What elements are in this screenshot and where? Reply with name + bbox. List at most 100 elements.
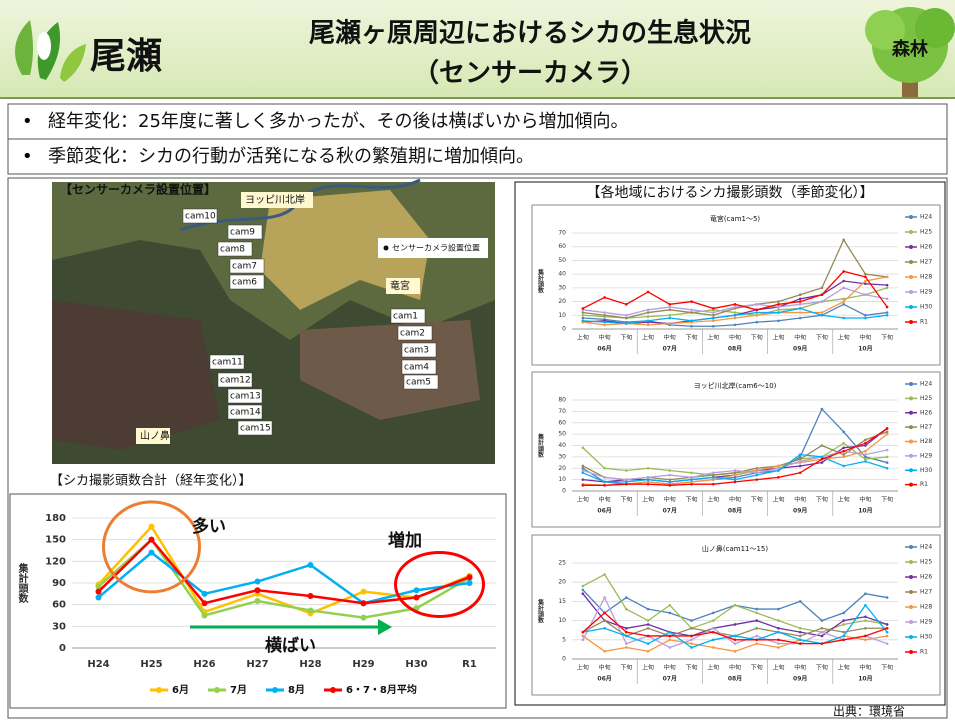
- right-heading: 【各地域におけるシカ撮影頭数（季節変化）】: [587, 184, 874, 201]
- point: [755, 303, 759, 306]
- point: [581, 634, 585, 638]
- x-tick-label: 中旬: [599, 664, 611, 672]
- point: [711, 476, 715, 479]
- point: [842, 634, 845, 638]
- point: [842, 449, 845, 453]
- point: [864, 615, 867, 619]
- point: [798, 600, 802, 603]
- point: [254, 598, 261, 605]
- point: [690, 480, 693, 484]
- camera-label-bg: [237, 420, 273, 436]
- y-tick-label: 10: [558, 476, 566, 483]
- legend-label: H28: [920, 274, 932, 281]
- x-tick-label: 上旬: [577, 664, 589, 672]
- point: [820, 311, 824, 314]
- legend-label: R1: [920, 481, 928, 488]
- x-tick-label: 中旬: [859, 496, 871, 504]
- point: [646, 319, 650, 323]
- point: [625, 478, 628, 481]
- legend-label: H27: [920, 589, 932, 596]
- legend-dot: [909, 482, 913, 487]
- y-tick-label: 60: [558, 243, 566, 250]
- point: [733, 476, 737, 479]
- point: [581, 316, 585, 320]
- point: [885, 466, 889, 470]
- content-frame: [7, 177, 948, 719]
- point: [820, 455, 824, 459]
- legend-dot: [909, 215, 913, 219]
- point: [148, 536, 155, 543]
- point: [820, 630, 824, 634]
- camera-label-bg: [401, 342, 437, 358]
- camera-label: cam8: [220, 245, 245, 255]
- point: [201, 590, 208, 597]
- x-tick-label: 上旬: [707, 496, 719, 504]
- point: [625, 596, 628, 599]
- point: [777, 464, 780, 468]
- point: [864, 444, 867, 447]
- legend-dot: [909, 425, 913, 430]
- y-tick-label: 30: [558, 453, 566, 460]
- point: [885, 634, 889, 638]
- camera-label-bg: [403, 374, 439, 390]
- point: [842, 455, 845, 459]
- trend-arrow-head: [378, 619, 392, 635]
- x-group-label: 10月: [858, 675, 872, 683]
- point: [755, 473, 759, 477]
- y-tick-label: 20: [558, 298, 566, 305]
- point: [798, 303, 802, 306]
- legend-dot: [909, 620, 913, 624]
- point: [842, 303, 845, 306]
- point: [668, 469, 672, 472]
- point: [798, 630, 802, 634]
- x-tick-label: 下旬: [816, 334, 828, 342]
- point: [690, 638, 693, 642]
- point: [820, 293, 824, 297]
- x-group-label: 10月: [858, 507, 872, 515]
- point: [668, 478, 672, 481]
- point: [864, 275, 867, 279]
- y-tick-label: 0: [562, 488, 566, 495]
- point: [581, 469, 585, 472]
- camera-label-bg: [182, 208, 218, 224]
- x-tick-label: H26: [193, 659, 215, 670]
- point: [820, 619, 824, 622]
- point: [690, 478, 693, 481]
- point: [842, 286, 845, 290]
- legend-dot: [909, 260, 913, 264]
- x-tick-label: 上旬: [642, 664, 654, 672]
- point: [798, 638, 802, 642]
- point: [668, 630, 672, 634]
- x-tick-label: 下旬: [816, 664, 828, 672]
- point: [625, 634, 628, 638]
- point: [842, 430, 845, 434]
- camera-label: cam2: [400, 329, 425, 339]
- y-tick-label: 30: [52, 621, 66, 632]
- point: [625, 626, 628, 630]
- point: [777, 300, 780, 303]
- point: [581, 638, 585, 642]
- x-tick-label: 中旬: [859, 664, 871, 672]
- point: [603, 476, 606, 479]
- point: [603, 480, 606, 484]
- point: [625, 303, 628, 306]
- x-group-label: 08月: [728, 507, 742, 515]
- point: [668, 480, 672, 484]
- source: 出典：環境省: [833, 704, 905, 719]
- point: [842, 316, 845, 320]
- point: [864, 316, 867, 320]
- x-tick-label: 下旬: [686, 664, 698, 672]
- tree-icon: [865, 7, 955, 98]
- legend-label: R1: [920, 319, 928, 326]
- point: [581, 478, 585, 481]
- legend-dot: [909, 590, 913, 594]
- point: [820, 457, 824, 461]
- point: [755, 638, 759, 642]
- point: [646, 466, 650, 470]
- point: [581, 471, 585, 475]
- point: [466, 580, 473, 586]
- legend-dot: [909, 468, 913, 473]
- point: [777, 466, 780, 470]
- place-label: 山ノ鼻: [140, 429, 170, 442]
- x-tick-label: 中旬: [599, 334, 611, 342]
